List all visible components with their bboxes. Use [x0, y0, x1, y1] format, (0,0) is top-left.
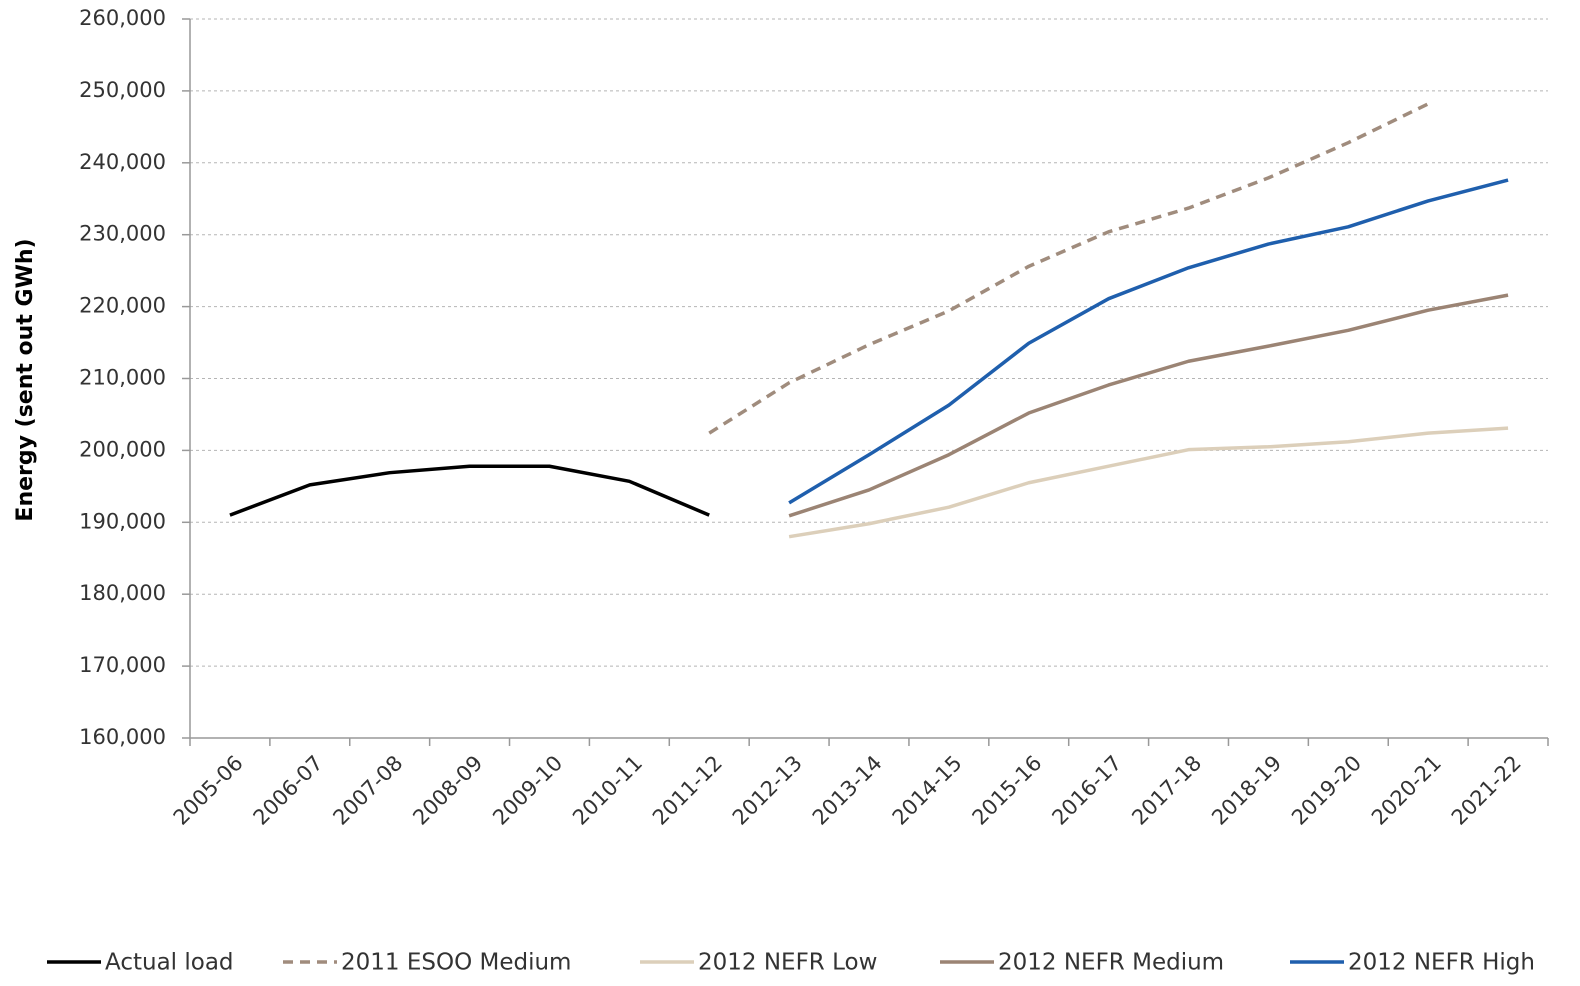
series-line: [788, 293, 1509, 518]
y-tick-label: 240,000: [79, 150, 166, 174]
y-tick-label: 190,000: [79, 509, 166, 533]
x-tick-label: 2017-18: [1127, 751, 1206, 830]
legend-label: 2012 NEFR Low: [698, 950, 877, 976]
y-tick-label: 210,000: [79, 366, 166, 390]
x-tick-label: 2005-06: [169, 751, 248, 830]
series-line: [708, 102, 1429, 435]
x-tick-label: 2008-09: [408, 751, 487, 830]
legend-label: Actual load: [105, 950, 234, 976]
legend-label: 2011 ESOO Medium: [341, 950, 571, 976]
series-line: [788, 426, 1509, 539]
y-tick-label: 230,000: [79, 222, 166, 246]
legend-label: 2012 NEFR High: [1348, 950, 1535, 976]
x-tick-label: 2006-07: [249, 751, 328, 830]
series-line: [788, 178, 1509, 505]
x-tick-label: 2011-12: [648, 751, 727, 830]
y-tick-label: 180,000: [79, 581, 166, 605]
x-tick-label: 2010-11: [568, 751, 647, 830]
x-tick-label: 2019-20: [1287, 751, 1366, 830]
y-tick-label: 220,000: [79, 294, 166, 318]
x-tick-label: 2018-19: [1207, 751, 1286, 830]
x-tick-label: 2016-17: [1047, 751, 1126, 830]
y-tick-label: 260,000: [79, 6, 166, 30]
x-tick-label: 2020-21: [1367, 751, 1446, 830]
x-tick-label: 2007-08: [328, 751, 407, 830]
y-tick-label: 250,000: [79, 78, 166, 102]
x-tick-label: 2009-10: [488, 751, 567, 830]
y-axis-label: Energy (sent out GWh): [13, 238, 38, 521]
legend-label: 2012 NEFR Medium: [998, 950, 1224, 976]
x-tick-label: 2012-13: [728, 751, 807, 830]
x-tick-label: 2014-15: [888, 751, 967, 830]
y-tick-label: 160,000: [79, 725, 166, 749]
y-tick-label: 170,000: [79, 653, 166, 677]
y-tick-label: 200,000: [79, 437, 166, 461]
x-tick-label: 2013-14: [808, 751, 887, 830]
x-tick-label: 2015-16: [968, 751, 1047, 830]
series-line: [229, 464, 710, 517]
x-tick-label: 2021-22: [1447, 751, 1526, 830]
